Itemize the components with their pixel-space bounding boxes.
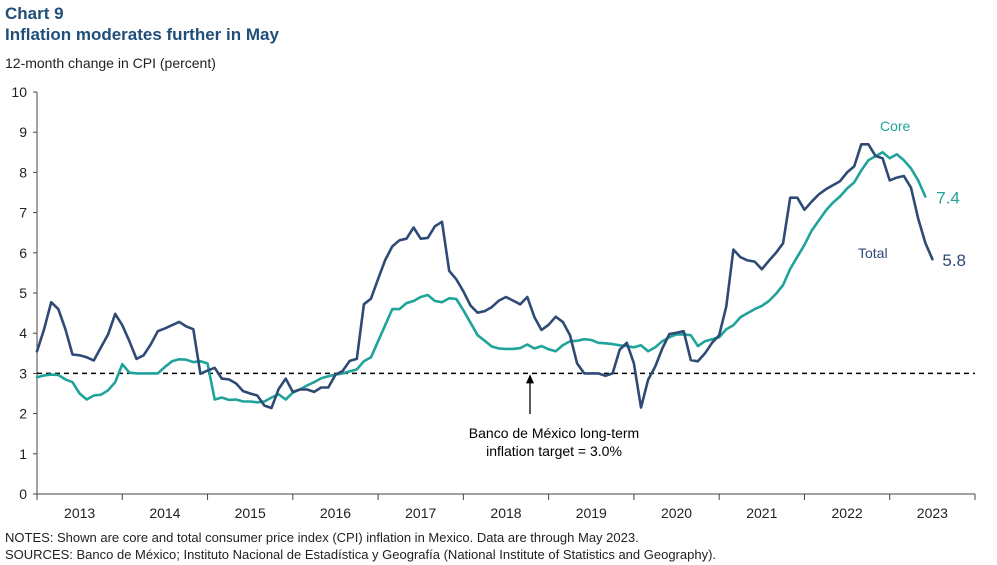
chart-subtitle: 12-month change in CPI (percent) [5, 55, 216, 71]
x-tick-label: 2015 [235, 505, 266, 521]
total-end-value: 5.8 [942, 251, 966, 270]
x-tick-label: 2019 [576, 505, 607, 521]
y-tick-label: 3 [19, 365, 27, 381]
y-tick-label: 1 [19, 446, 27, 462]
chart-sources: SOURCES: Banco de México; Instituto Naci… [5, 547, 717, 562]
series-layer [35, 143, 934, 410]
y-tick-label: 2 [19, 406, 27, 422]
target-arrowhead [526, 374, 534, 384]
core-series-label: Core [880, 118, 911, 134]
y-tick-label: 9 [19, 124, 27, 140]
core-series-line [35, 151, 927, 404]
y-tick-label: 8 [19, 164, 27, 180]
x-tick-label: 2018 [490, 505, 521, 521]
target-label-line2: inflation target = 3.0% [486, 443, 622, 459]
x-tick-label: 2022 [832, 505, 863, 521]
chart-label: Chart 9 [5, 4, 64, 23]
y-tick-label: 10 [11, 84, 27, 100]
y-tick-label: 5 [19, 285, 27, 301]
x-tick-label: 2021 [746, 505, 777, 521]
x-tick-label: 2023 [917, 505, 948, 521]
x-tick-label: 2013 [64, 505, 95, 521]
y-tick-label: 6 [19, 245, 27, 261]
x-tick-label: 2014 [149, 505, 180, 521]
core-end-value: 7.4 [936, 189, 960, 208]
y-tick-label: 4 [19, 325, 27, 341]
y-tick-label: 0 [19, 486, 27, 502]
chart-title: Inflation moderates further in May [5, 25, 279, 44]
chart-notes: NOTES: Shown are core and total consumer… [5, 530, 639, 545]
total-series-label: Total [858, 245, 888, 261]
y-tick-label: 7 [19, 205, 27, 221]
x-tick-label: 2020 [661, 505, 692, 521]
axes-layer: 0 1 2 3 4 5 6 7 8 9 10 2013 2014 2015 2016 2017 2018 2019… [11, 84, 976, 521]
target-label-line1: Banco de México long-term [469, 425, 639, 441]
x-tick-label: 2016 [320, 505, 351, 521]
total-series-line [35, 143, 934, 410]
x-tick-label: 2017 [405, 505, 436, 521]
